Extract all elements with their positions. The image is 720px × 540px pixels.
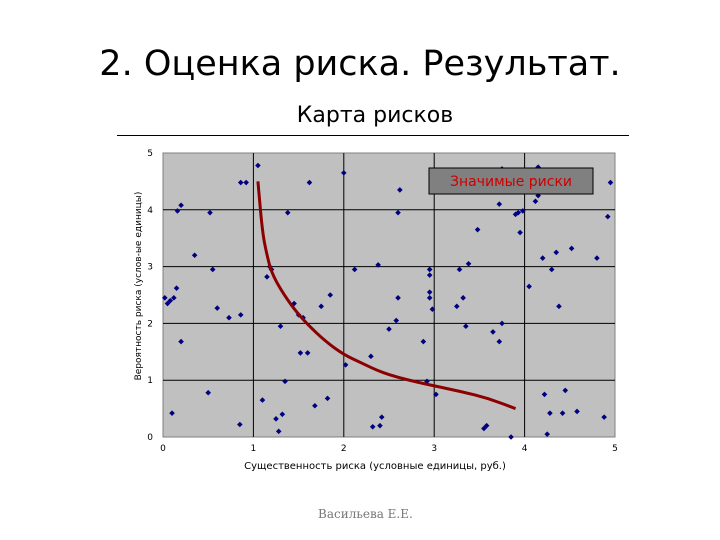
y-axis-label: Вероятность риска (услов-ые единицы) bbox=[134, 192, 144, 381]
data-point bbox=[205, 389, 211, 396]
data-point bbox=[164, 300, 171, 307]
data-point bbox=[291, 300, 297, 307]
data-point bbox=[539, 255, 546, 261]
data-point bbox=[541, 391, 548, 398]
x-tick-label: 3 bbox=[431, 444, 437, 454]
x-tick-label: 0 bbox=[160, 444, 166, 454]
data-point bbox=[426, 289, 433, 295]
data-point bbox=[255, 162, 261, 169]
data-point bbox=[275, 428, 282, 435]
data-point bbox=[481, 425, 487, 432]
x-tick-label: 2 bbox=[341, 444, 347, 454]
data-point bbox=[327, 292, 334, 298]
data-point bbox=[568, 245, 575, 252]
data-point bbox=[318, 303, 324, 310]
significant-risks-text: Значимые риски bbox=[450, 174, 572, 190]
data-point bbox=[562, 387, 569, 394]
data-point bbox=[178, 338, 184, 345]
data-point bbox=[226, 314, 232, 321]
data-point bbox=[517, 229, 523, 236]
data-point bbox=[393, 317, 400, 324]
data-point bbox=[544, 431, 550, 437]
y-tick-label: 5 bbox=[147, 149, 153, 159]
data-point bbox=[508, 434, 514, 440]
y-tick-label: 3 bbox=[147, 263, 153, 273]
data-point bbox=[279, 411, 286, 418]
data-point bbox=[556, 303, 562, 310]
y-tick-label: 1 bbox=[147, 376, 153, 386]
data-point bbox=[304, 350, 311, 356]
data-point bbox=[594, 255, 600, 261]
data-point bbox=[456, 266, 463, 273]
data-point bbox=[496, 338, 503, 345]
data-point bbox=[264, 274, 270, 280]
data-point bbox=[463, 323, 469, 330]
y-tick-label: 2 bbox=[147, 319, 153, 329]
data-point bbox=[209, 266, 216, 273]
risk-threshold-curve bbox=[256, 181, 517, 411]
x-tick-label: 5 bbox=[612, 444, 618, 454]
data-point bbox=[454, 303, 460, 310]
slide-subtitle: Карта рисков bbox=[296, 103, 454, 128]
y-tick-label: 4 bbox=[147, 206, 153, 216]
data-point bbox=[312, 402, 318, 409]
data-point bbox=[499, 320, 505, 327]
title-divider bbox=[117, 135, 629, 136]
significant-risks-label: Значимые риски bbox=[428, 167, 594, 195]
tick-labels: 0 1 2 3 4 5 0 1 2 3 4 5 bbox=[147, 149, 618, 454]
data-point bbox=[377, 422, 383, 429]
data-point bbox=[601, 414, 607, 420]
data-point bbox=[243, 179, 249, 186]
data-point bbox=[259, 397, 266, 403]
data-point bbox=[490, 329, 496, 335]
data-point bbox=[351, 266, 358, 273]
data-point bbox=[433, 391, 439, 398]
x-axis-label: Существенность риска (условные единицы, … bbox=[244, 461, 506, 472]
data-point bbox=[548, 266, 555, 273]
risk-map-svg: 0 1 2 3 4 5 0 1 2 3 4 5 Значимые риски Существеннос… bbox=[134, 149, 618, 472]
data-point bbox=[341, 170, 347, 176]
data-point bbox=[297, 350, 304, 356]
data-point bbox=[171, 295, 177, 301]
grid-lines bbox=[163, 153, 615, 437]
data-point bbox=[553, 249, 560, 256]
data-point bbox=[368, 353, 374, 360]
data-point bbox=[526, 283, 532, 290]
data-point bbox=[574, 408, 580, 415]
data-point bbox=[426, 295, 433, 301]
data-point bbox=[547, 410, 553, 416]
data-point bbox=[483, 422, 490, 429]
data-point bbox=[237, 421, 243, 428]
data-point bbox=[284, 209, 291, 216]
data-point bbox=[519, 208, 526, 214]
x-tick-label: 4 bbox=[522, 444, 528, 454]
data-point bbox=[342, 362, 349, 368]
plot-area bbox=[162, 152, 616, 438]
data-point bbox=[426, 266, 433, 273]
data-point bbox=[277, 323, 284, 330]
y-tick-label: 0 bbox=[147, 433, 153, 443]
data-point bbox=[420, 338, 427, 345]
data-point bbox=[386, 326, 392, 332]
data-point bbox=[273, 416, 279, 422]
data-point bbox=[604, 213, 611, 220]
data-point bbox=[282, 378, 288, 385]
data-point bbox=[173, 285, 180, 291]
data-point bbox=[375, 262, 381, 268]
data-point bbox=[474, 226, 481, 233]
x-tick-label: 1 bbox=[251, 444, 257, 454]
data-point bbox=[395, 295, 401, 301]
data-point bbox=[324, 395, 331, 402]
data-point bbox=[378, 414, 385, 420]
slide-title: 2. Оценка риска. Результат. bbox=[99, 44, 621, 84]
data-point bbox=[426, 272, 433, 278]
data-point bbox=[369, 423, 376, 430]
data-point bbox=[460, 295, 466, 301]
data-point bbox=[496, 201, 503, 207]
data-point bbox=[162, 295, 168, 301]
author-name: Васильева Е.Е. bbox=[318, 507, 413, 521]
risk-map-chart: 0 1 2 3 4 5 0 1 2 3 4 5 Значимые риски Существеннос… bbox=[120, 138, 631, 483]
data-point bbox=[429, 306, 436, 312]
data-point bbox=[559, 410, 566, 416]
